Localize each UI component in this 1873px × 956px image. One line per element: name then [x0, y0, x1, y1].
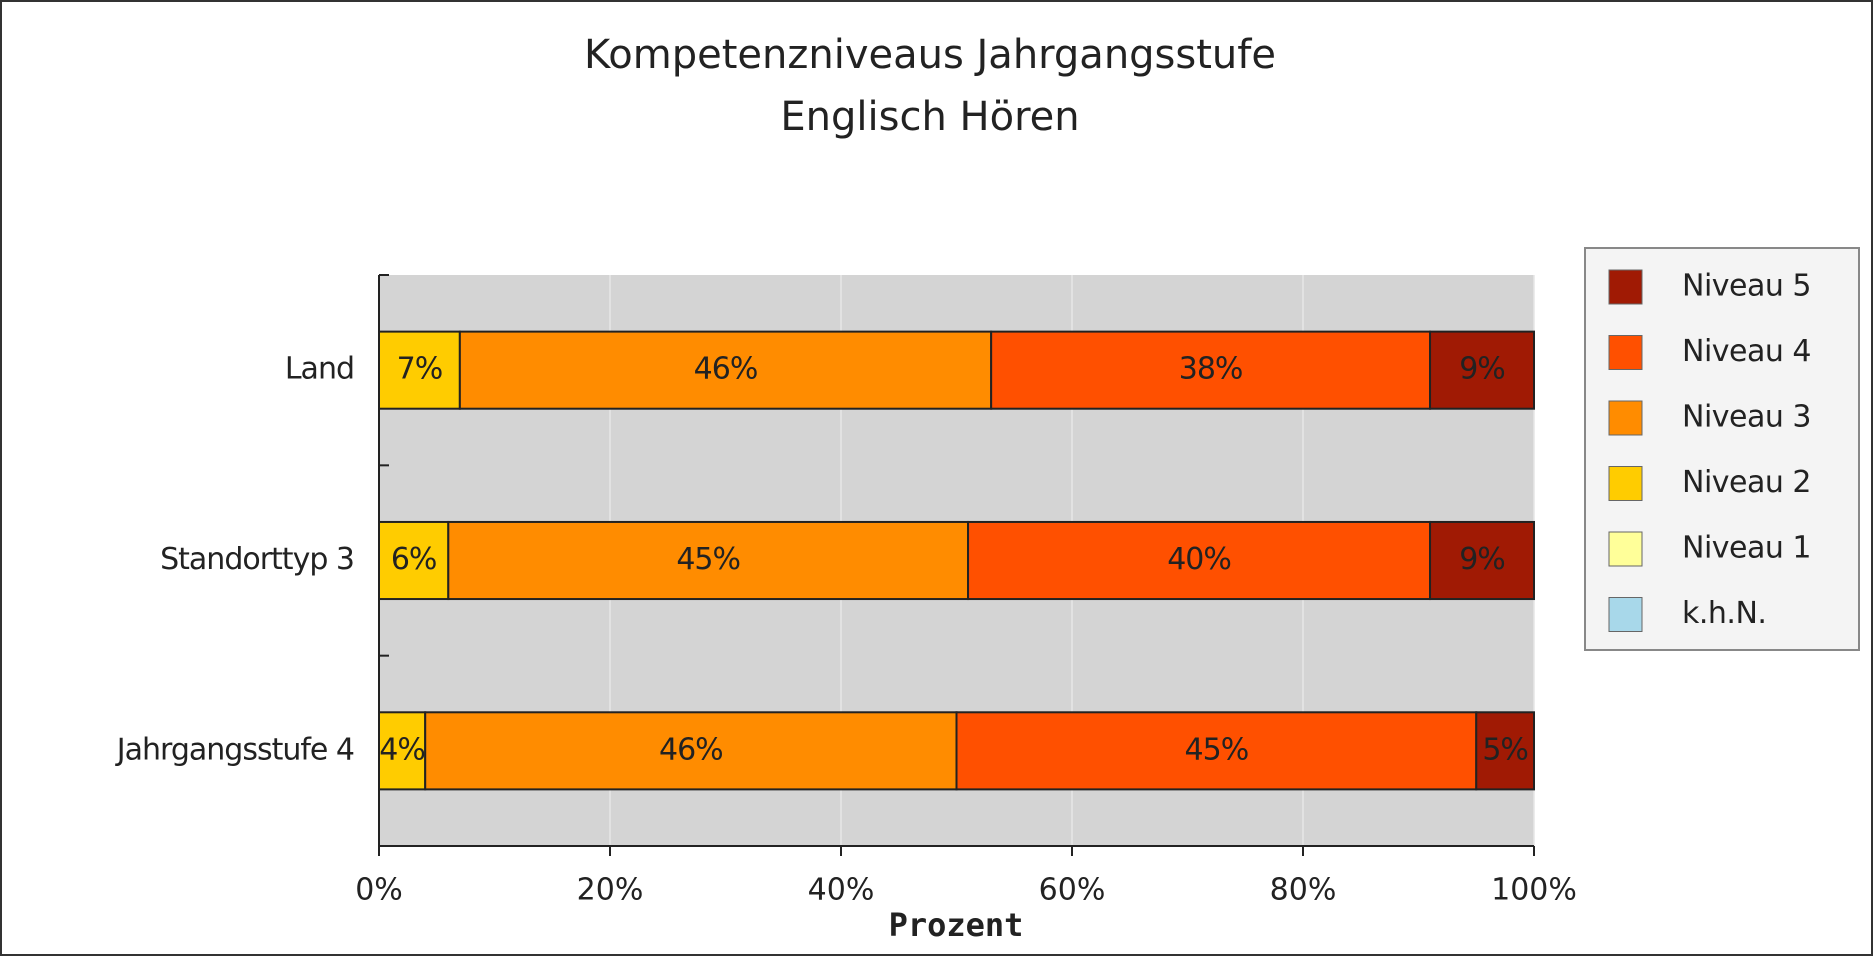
chart-subtitle: Englisch Hören [780, 94, 1079, 140]
legend-swatch [1608, 400, 1643, 436]
legend-label: Niveau 1 [1682, 531, 1811, 566]
bar-segment [955, 711, 1478, 791]
data-label: 38% [1179, 352, 1243, 387]
chart-title: Kompetenzniveaus Jahrgangsstufe [584, 32, 1276, 78]
x-tick-label: 60% [1039, 873, 1106, 908]
x-tick-label: 20% [577, 873, 644, 908]
x-tick-label: 0% [355, 873, 403, 908]
y-tick-label: Standorttyp 3 [160, 542, 354, 577]
legend-label: Niveau 5 [1682, 269, 1811, 304]
legend-swatch [1608, 531, 1643, 567]
bar-segment [967, 520, 1432, 601]
bar-segment [458, 330, 993, 410]
y-tick-label: Land [285, 352, 354, 387]
bar-segment [1475, 711, 1535, 791]
bar-segment [990, 330, 1432, 410]
y-tick-label: Jahrgangsstufe 4 [115, 732, 354, 767]
data-label: 45% [676, 542, 740, 577]
bar-segment [378, 520, 450, 601]
legend-swatch [1608, 466, 1643, 501]
x-tick-label: 80% [1270, 873, 1337, 908]
data-label: 9% [1459, 542, 1505, 577]
bar-segment [1429, 330, 1536, 410]
data-label: 4% [379, 732, 425, 767]
legend-swatch [1608, 335, 1643, 370]
bar-segment [424, 711, 958, 791]
data-label: 9% [1459, 352, 1505, 387]
legend-label: Niveau 4 [1682, 334, 1811, 369]
data-label: 45% [1185, 732, 1249, 767]
x-tick-label: 100% [1491, 873, 1577, 908]
bar-segment [378, 711, 427, 791]
data-label: 40% [1167, 542, 1231, 577]
legend-label: Niveau 3 [1682, 400, 1811, 435]
legend-swatch [1608, 597, 1643, 632]
data-label: 46% [694, 352, 758, 387]
data-label: 5% [1482, 732, 1528, 767]
data-label: 6% [391, 542, 437, 577]
x-tick-label: 40% [808, 873, 875, 908]
data-label: 46% [659, 732, 723, 767]
bar-segment [1429, 520, 1536, 601]
data-label: 7% [397, 352, 443, 387]
legend-label: Niveau 2 [1682, 465, 1811, 500]
legend-swatch [1608, 269, 1643, 305]
legend-box [1584, 247, 1860, 651]
x-axis-label: Prozent [889, 906, 1024, 944]
legend-label: k.h.N. [1682, 596, 1766, 631]
